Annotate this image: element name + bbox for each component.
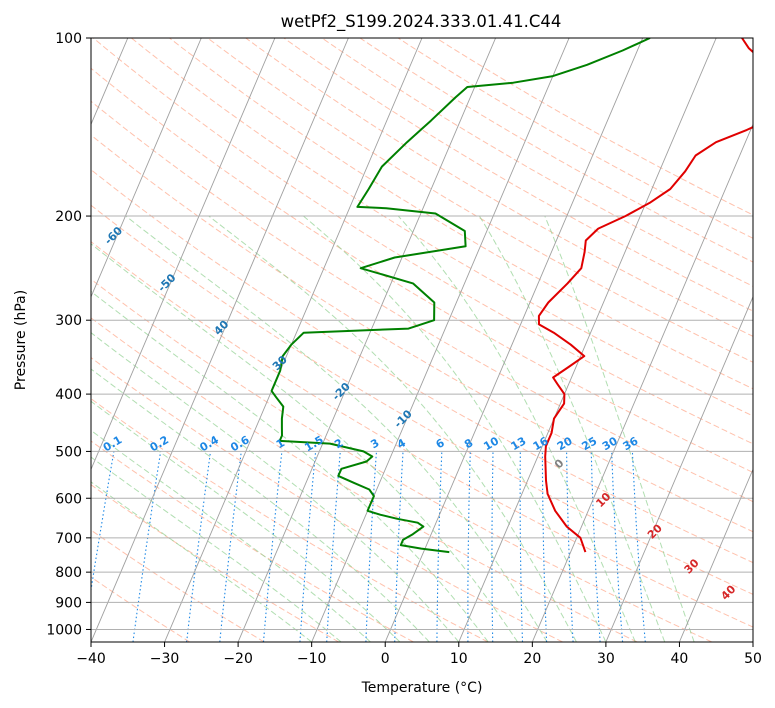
moist-adiabat (91, 400, 401, 642)
y-tick-label: 700 (55, 531, 82, 547)
x-tick-label: 0 (381, 651, 390, 667)
isotherm-line (91, 38, 276, 471)
isotherm-line (164, 38, 423, 642)
isotherm-line (91, 38, 349, 642)
moist-adiabat (91, 481, 312, 642)
isotherm-line (678, 468, 753, 642)
y-axis: 100 200 300 400 500 600 700 800 900 1000 (46, 31, 91, 638)
y-tick-label: 800 (55, 565, 82, 581)
y-tick-label: 100 (55, 31, 82, 47)
x-axis: −40 −30 −20 −10 0 10 20 30 40 50 (76, 642, 762, 667)
isotherm-line (531, 123, 753, 642)
isotherm-line (458, 38, 717, 642)
dry-adiabat (91, 317, 638, 642)
moist-adiabat (91, 429, 371, 642)
x-tick-label: −40 (76, 651, 106, 667)
dry-adiabat (131, 38, 753, 417)
dry-adiabat (321, 38, 753, 287)
x-tick-label: 30 (597, 651, 615, 667)
temperature-profile (537, 38, 753, 553)
dry-adiabat (91, 278, 713, 642)
isotherm-line (311, 38, 570, 642)
dry-adiabat (91, 241, 753, 628)
y-tick-label: 1000 (46, 622, 82, 638)
isotherm-line (237, 38, 497, 642)
mixing-ratio-line (91, 451, 115, 594)
y-tick-label: 500 (55, 444, 82, 460)
x-tick-label: 10 (450, 651, 468, 667)
dry-adiabat (435, 38, 753, 216)
moist-adiabat (208, 215, 577, 642)
x-axis-label: Temperature (°C) (361, 680, 483, 696)
dry-adiabat (91, 484, 340, 642)
moist-adiabat (478, 215, 666, 642)
moist-adiabat (303, 215, 607, 642)
dry-adiabat (91, 134, 753, 533)
dry-adiabat (359, 38, 753, 263)
dewpoint-profile (270, 38, 651, 554)
background-lines (91, 38, 753, 642)
isotherm-line (384, 38, 644, 642)
mixing-ratio-line (132, 451, 162, 642)
moist-adiabat (91, 332, 460, 642)
plot-frame (90, 37, 754, 643)
dry-adiabat (245, 38, 753, 337)
dry-adiabat (91, 67, 753, 473)
x-tick-label: 40 (671, 651, 689, 667)
dry-adiabat (207, 38, 753, 363)
dry-adiabat (169, 38, 753, 390)
x-tick-label: 20 (523, 651, 541, 667)
y-tick-label: 900 (55, 595, 82, 611)
x-tick-label: −30 (150, 651, 180, 667)
y-tick-label: 600 (55, 491, 82, 507)
x-tick-label: 50 (744, 651, 762, 667)
y-tick-label: 400 (55, 387, 82, 403)
dry-adiabat (92, 38, 753, 445)
y-axis-label: Pressure (hPa) (13, 290, 29, 390)
dry-adiabat (91, 440, 414, 642)
x-tick-label: −10 (297, 651, 327, 667)
grid (91, 38, 753, 642)
moist-adiabat (91, 290, 489, 642)
y-tick-label: 300 (55, 313, 82, 329)
moist-adiabat (91, 456, 342, 642)
moist-adiabat (91, 368, 430, 642)
isotherm-line (605, 295, 753, 642)
y-tick-label: 200 (55, 209, 82, 225)
moist-adiabat (544, 215, 695, 642)
chart-title: wetPf2_S199.2024.333.01.41.C44 (281, 12, 562, 32)
profiles (270, 38, 753, 554)
moist-adiabat (125, 215, 548, 642)
isotherm-line (91, 38, 202, 298)
mixing-ratio-line (186, 451, 212, 642)
x-tick-label: −20 (223, 651, 253, 667)
